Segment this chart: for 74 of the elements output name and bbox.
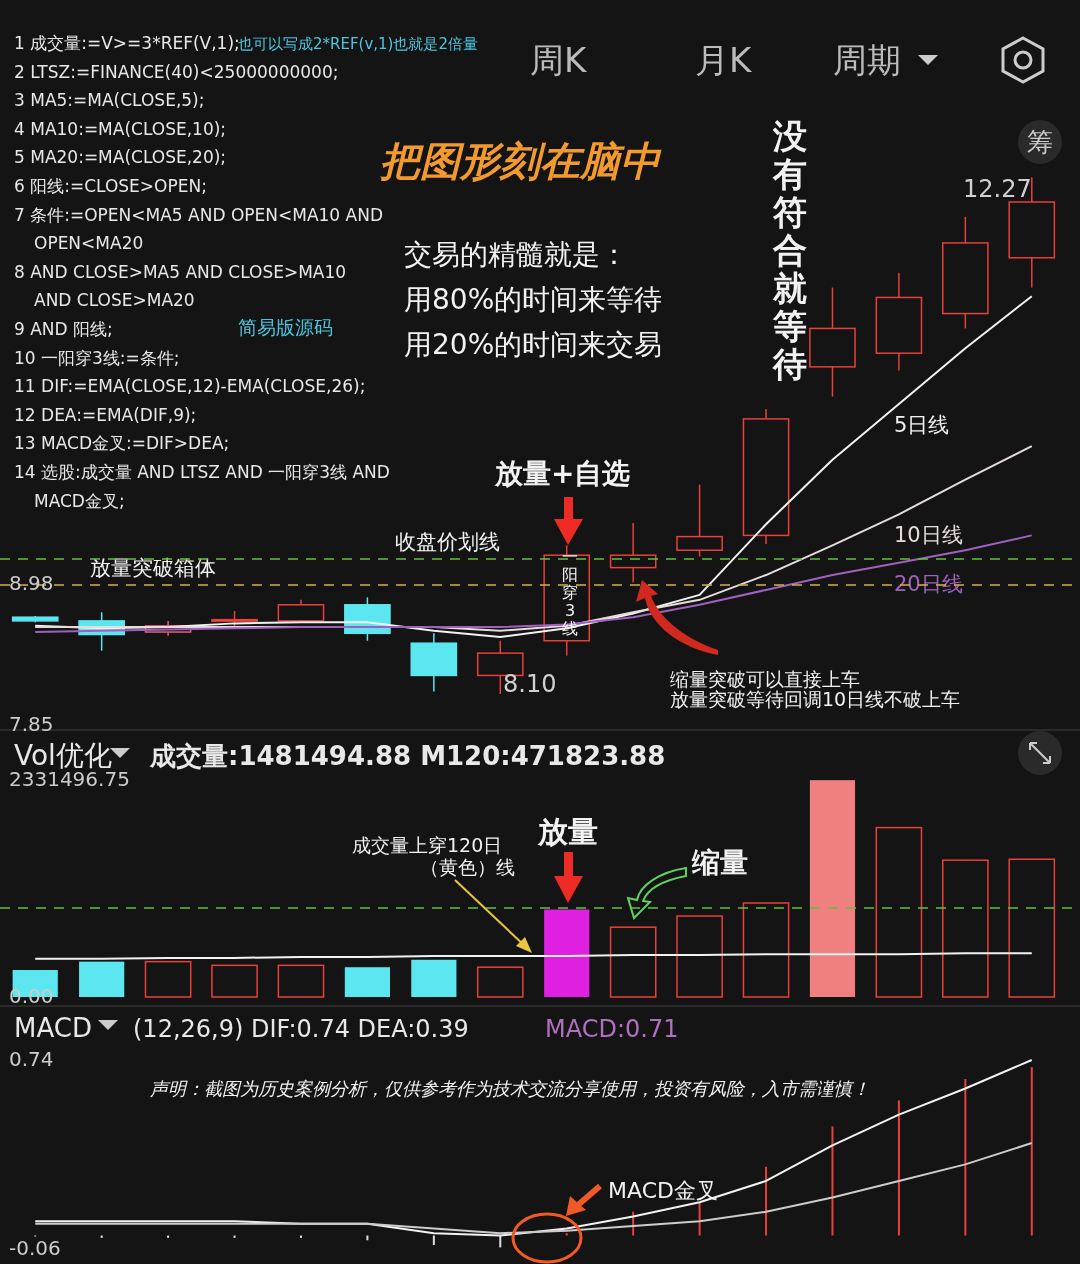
annotation: 5 MA20:=MA(CLOSE,20); — [14, 147, 227, 168]
annotation: 7 条件:=OPEN<MA5 AND OPEN<MA10 AND — [14, 204, 383, 225]
bar — [1030, 1067, 1033, 1236]
bar — [964, 1078, 967, 1236]
bar — [411, 959, 457, 997]
annotation: 4 MA10:=MA(CLOSE,10); — [14, 118, 227, 139]
chart-subtitle: (12,26,9) DIF:0.74 DEA:0.39 — [133, 1015, 469, 1043]
bar — [609, 926, 657, 998]
annotation: （黄色）线 — [420, 856, 515, 878]
y-tick-label: 7.85 — [9, 711, 54, 736]
bar — [79, 961, 125, 997]
annotation: 缩量 — [691, 846, 748, 879]
y-tick-label: -0.06 — [9, 1236, 61, 1261]
bar — [809, 780, 856, 997]
bar — [831, 1126, 834, 1236]
ref-line-label: 放量突破箱体 — [90, 555, 216, 580]
annotation: 10 一阳穿3线:=条件; — [14, 347, 180, 368]
annotation: 13 MACD金叉:=DIF>DEA; — [14, 433, 230, 454]
annotation: 没有符合就等待 — [772, 116, 807, 385]
annotation: 成交量上穿120日 — [352, 834, 503, 856]
bar — [897, 1100, 900, 1236]
annotation: 12.27 — [963, 175, 1032, 203]
ref-line-label: 收盘价划线 — [395, 529, 500, 554]
bar — [277, 964, 325, 998]
annotation: 3 MA5:=MA(CLOSE,5); — [14, 90, 205, 111]
line-series — [34, 1142, 1033, 1235]
bar — [344, 967, 390, 997]
bar — [432, 1235, 435, 1246]
annotation: 也可以写成2*REF(v,1)也就是2倍量 — [238, 35, 479, 53]
bar — [676, 915, 723, 998]
chart-title: MACD — [14, 1013, 92, 1043]
bar — [476, 966, 524, 998]
annotation: 简易版源码 — [238, 316, 333, 338]
annotation: 14 选股:成交量 AND LTSZ AND 一阳穿3线 AND — [14, 462, 390, 482]
annotation: 用20%的时间来交易 — [404, 328, 663, 361]
bar — [765, 1166, 768, 1236]
bar — [1008, 858, 1056, 998]
annotation: 2 LTSZ:=FINANCE(40)<25000000000; — [14, 61, 339, 82]
annotation: MACD金叉 — [608, 1178, 718, 1203]
annotation: 缩量突破可以直接上车 — [670, 668, 860, 690]
y-tick-label: 0.74 — [9, 1046, 54, 1071]
bar — [211, 964, 258, 998]
annotation: 声明：截图为历史案例分析，仅供参考作为技术交流分享使用，投资有风险，入市需谨慎！ — [150, 1078, 870, 1099]
annotation: AND CLOSE>MA20 — [34, 290, 195, 311]
text: MACD:0.71 — [545, 1015, 679, 1043]
annotation: 6 阳线:=CLOSE>OPEN; — [14, 176, 207, 196]
annotation: 放量+自选 — [494, 457, 631, 490]
annotation: 筹 — [1027, 127, 1053, 157]
annotation: 12 DEA:=EMA(DIF,9); — [14, 404, 197, 425]
bar — [544, 909, 590, 997]
annotation: 交易的精髓就是： — [404, 238, 628, 271]
annotation: 放量突破等待回调10日线不破上车 — [670, 688, 961, 710]
annotation: 用80%的时间来等待 — [404, 283, 663, 316]
annotation: 8 AND CLOSE>MA5 AND CLOSE>MA10 — [14, 261, 347, 282]
bar — [942, 859, 989, 998]
annotation: 放量 — [537, 814, 598, 849]
annotation: 周期 — [833, 40, 901, 80]
bar — [144, 960, 192, 998]
y-tick-label: 8.98 — [9, 571, 54, 596]
chart-subtitle: 成交量:1481494.88 M120:471823.88 — [149, 741, 666, 771]
series-label: 5日线 — [893, 413, 950, 438]
annotation: 月K — [695, 40, 753, 80]
text: 把图形刻在脑中 — [380, 138, 662, 184]
series-label: 10日线 — [893, 523, 963, 548]
annotation: OPEN<MA20 — [34, 233, 144, 254]
bar — [565, 1233, 568, 1236]
annotation: MACD金叉; — [34, 490, 125, 511]
annotation: 11 DIF:=EMA(CLOSE,12)-EMA(CLOSE,26); — [14, 376, 366, 397]
bar — [698, 1202, 701, 1236]
annotation: 8.10 — [503, 670, 557, 698]
bar — [742, 902, 790, 998]
annotation: 9 AND 阳线; — [14, 319, 113, 339]
annotation: 周K — [530, 40, 588, 80]
bar — [875, 826, 923, 998]
